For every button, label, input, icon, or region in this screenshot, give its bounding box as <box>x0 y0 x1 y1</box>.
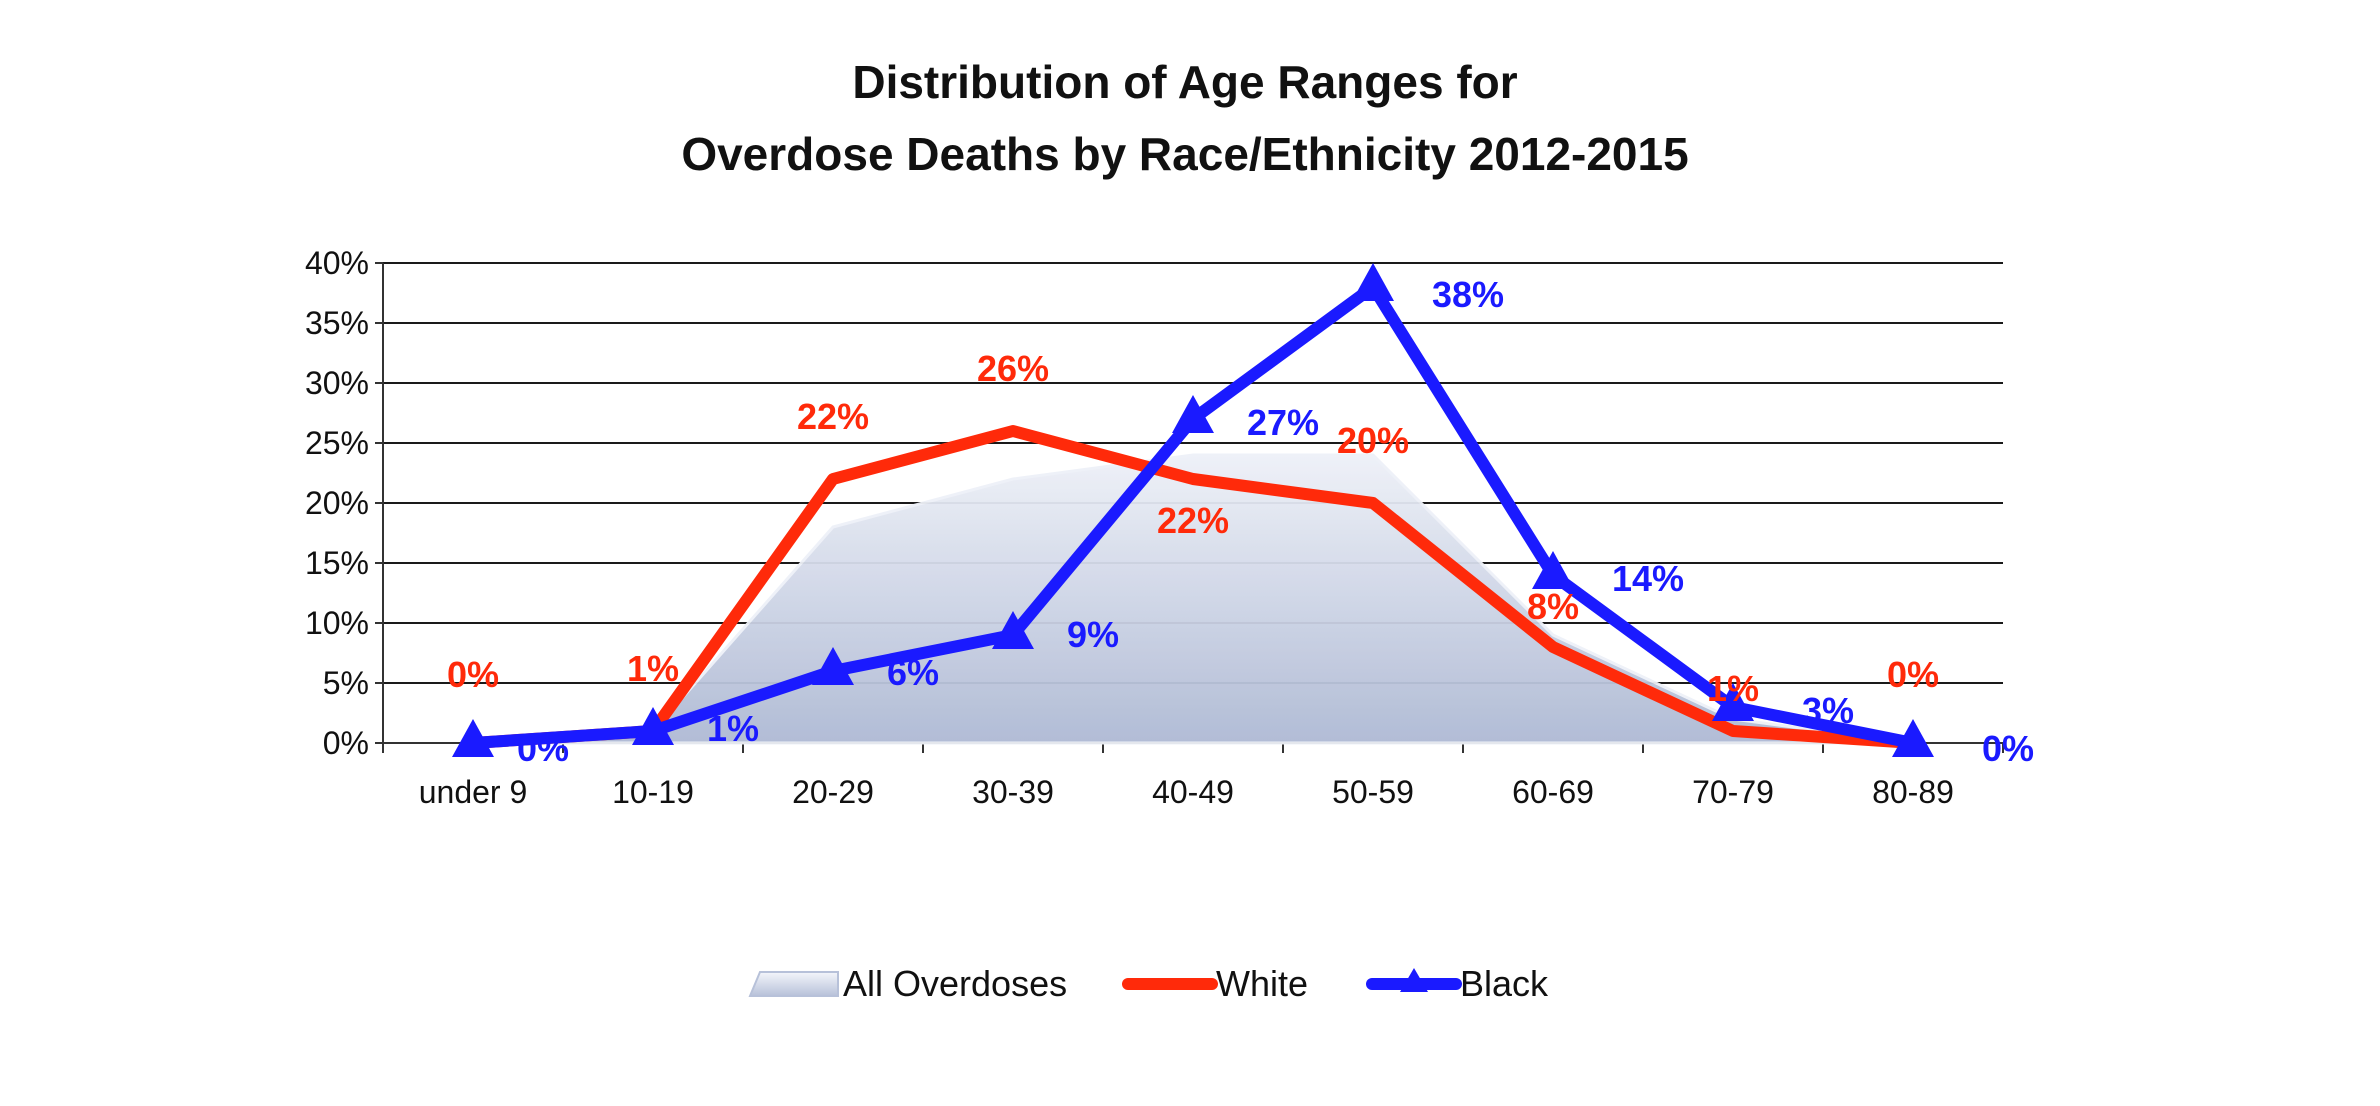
legend-item-white: White <box>1122 963 1308 1004</box>
data-label-white: 1% <box>627 648 679 689</box>
data-label-black: 0% <box>1982 728 2034 769</box>
x-tick-label: 70-79 <box>1692 774 1774 810</box>
data-label-white: 0% <box>1887 654 1939 695</box>
x-tick-label: 60-69 <box>1512 774 1594 810</box>
legend-label-white: White <box>1216 963 1308 1004</box>
y-tick-label: 0% <box>323 725 369 761</box>
data-label-black: 14% <box>1612 558 1684 599</box>
data-label-black: 0% <box>517 728 569 769</box>
data-label-black: 1% <box>707 708 759 749</box>
marker-black <box>992 611 1034 649</box>
marker-black <box>812 647 854 685</box>
y-tick-label: 35% <box>305 305 369 341</box>
data-label-black: 3% <box>1802 690 1854 731</box>
y-tick-label: 20% <box>305 485 369 521</box>
x-tick-label: under 9 <box>419 774 528 810</box>
data-label-white: 22% <box>797 396 869 437</box>
data-label-black: 38% <box>1432 274 1504 315</box>
marker-black <box>1172 395 1214 433</box>
x-tick-label: 80-89 <box>1872 774 1954 810</box>
line-white <box>467 425 1919 749</box>
y-tick-label: 10% <box>305 605 369 641</box>
legend-label-black: Black <box>1460 963 1549 1004</box>
legend-marker-black <box>1400 968 1428 992</box>
x-tick-label: 50-59 <box>1332 774 1414 810</box>
y-tick-label: 40% <box>305 245 369 281</box>
legend-item-black: Black <box>1366 963 1549 1004</box>
x-tick-label: 30-39 <box>972 774 1054 810</box>
y-tick-label: 30% <box>305 365 369 401</box>
data-label-black: 9% <box>1067 614 1119 655</box>
area-all-overdoses <box>472 453 1914 745</box>
chart-title-line-2: Overdose Deaths by Race/Ethnicity 2012-2… <box>681 128 1688 180</box>
marker-black <box>1892 719 1934 757</box>
data-label-black: 27% <box>1247 402 1319 443</box>
legend: All Overdoses White Black <box>748 963 1549 1004</box>
data-label-white: 0% <box>447 654 499 695</box>
y-tick-label: 25% <box>305 425 369 461</box>
data-label-black: 6% <box>887 652 939 693</box>
y-tick-label: 15% <box>305 545 369 581</box>
legend-item-all-overdoses: All Overdoses <box>748 963 1067 1004</box>
marker-black <box>1532 551 1574 589</box>
legend-label-all-overdoses: All Overdoses <box>843 963 1067 1004</box>
x-tick-label: 40-49 <box>1152 774 1234 810</box>
chart-title-line-1: Distribution of Age Ranges for <box>852 56 1517 108</box>
plot-area: 0% 5% 10% 15% 20% 25% 30% 35% 40% under 9 10-19 20-… <box>305 245 2034 810</box>
data-label-white: 22% <box>1157 500 1229 541</box>
x-tick-label: 10-19 <box>612 774 694 810</box>
marker-black <box>1712 683 1754 721</box>
marker-black <box>632 707 674 745</box>
data-label-white: 20% <box>1337 420 1409 461</box>
marker-black <box>452 719 494 757</box>
marker-black <box>1352 263 1394 301</box>
x-tick-label: 20-29 <box>792 774 874 810</box>
legend-swatch-all-overdoses <box>748 971 839 997</box>
data-label-white: 26% <box>977 348 1049 389</box>
data-label-white: 8% <box>1527 586 1579 627</box>
y-tick-label: 5% <box>323 665 369 701</box>
data-label-white: 1% <box>1707 668 1759 709</box>
